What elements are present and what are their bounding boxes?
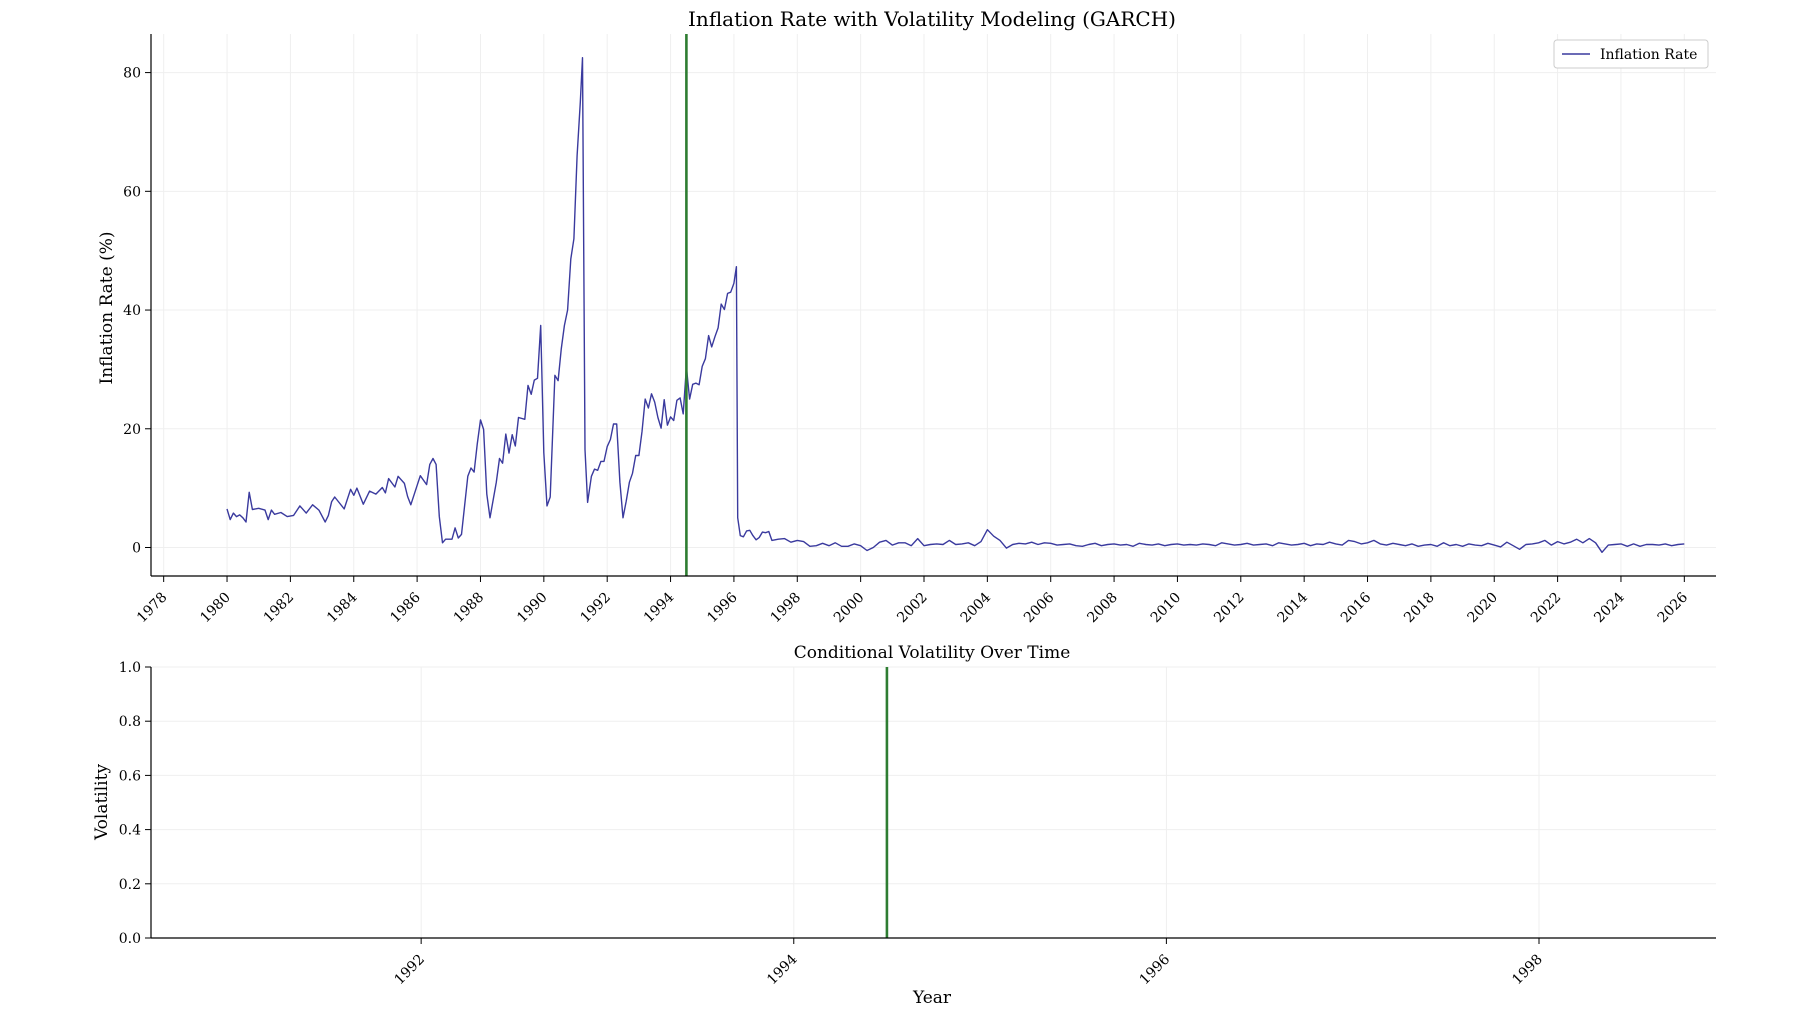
bottom-y-axis-label: Volatility <box>92 764 112 841</box>
top-y-tick-label: 40 <box>123 303 141 319</box>
bottom-chart-title: Conditional Volatility Over Time <box>794 643 1071 663</box>
legend: Inflation Rate <box>1553 39 1709 69</box>
top-grid <box>151 34 1716 576</box>
conditional-volatility-panel: Conditional Volatility Over Time Volatil… <box>92 643 1716 1008</box>
top-y-tick-label: 60 <box>123 184 141 200</box>
bottom-x-axis-label: Year <box>912 988 952 1008</box>
top-y-tick-label: 0 <box>132 541 141 557</box>
bottom-y-tick-label: 0.0 <box>119 931 141 947</box>
legend-label-inflation-rate: Inflation Rate <box>1600 47 1697 63</box>
top-y-tick-label: 80 <box>123 66 141 82</box>
top-chart-title: Inflation Rate with Volatility Modeling … <box>688 7 1176 31</box>
top-y-tick-label: 20 <box>123 422 141 438</box>
top-y-axis-label: Inflation Rate (%) <box>97 231 117 384</box>
bottom-y-tick-label: 0.2 <box>119 877 141 893</box>
bottom-y-tick-label: 0.4 <box>119 823 141 839</box>
bottom-y-tick-label: 1.0 <box>119 660 141 676</box>
bottom-y-tick-label: 0.8 <box>119 714 141 730</box>
bottom-y-tick-label: 0.6 <box>119 768 141 784</box>
legend-box <box>1553 39 1709 69</box>
bottom-y-ticks: 0.0 0.2 0.4 0.6 0.8 1.0 <box>119 660 151 947</box>
inflation-rate-line <box>226 57 1685 553</box>
top-y-ticks: 0 20 40 60 80 <box>123 66 151 557</box>
